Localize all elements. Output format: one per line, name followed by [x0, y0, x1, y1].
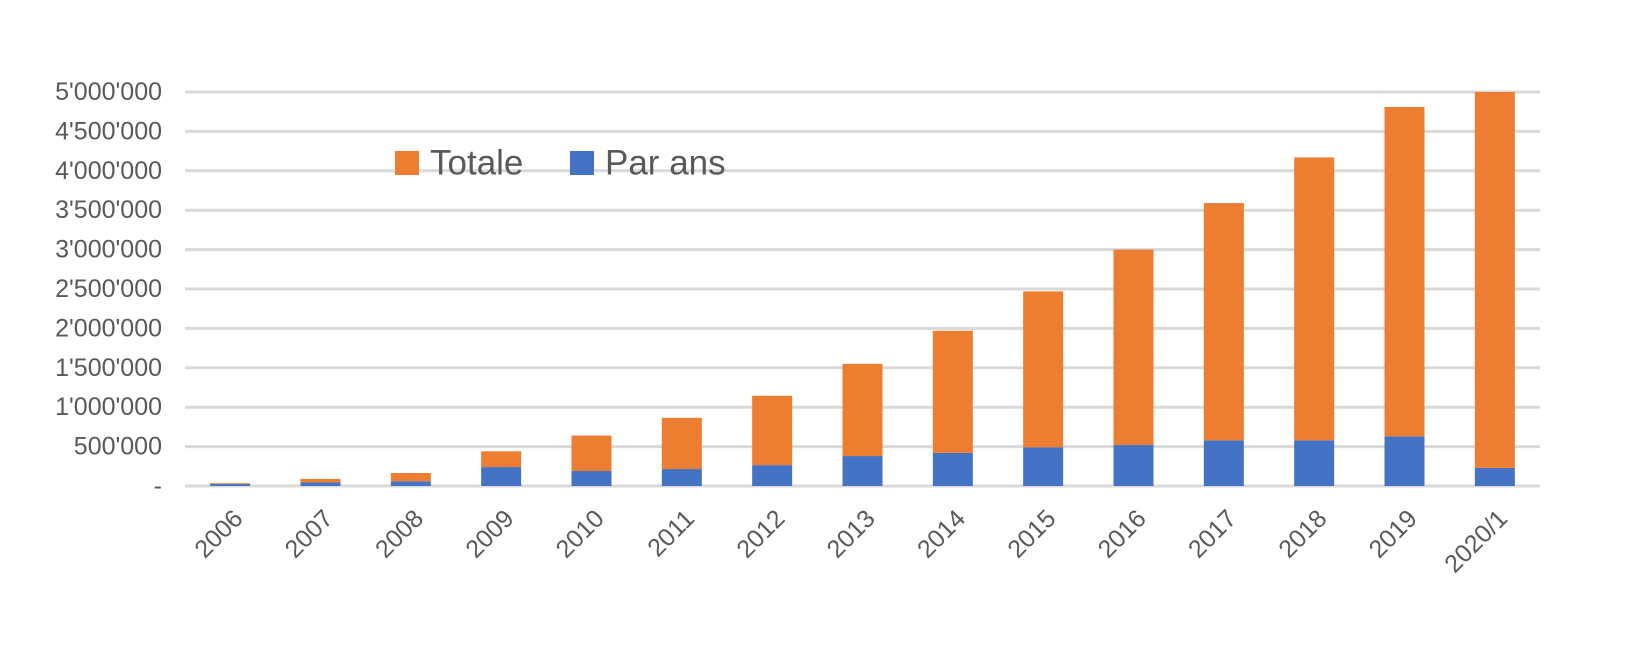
bar-totale-2007 [300, 478, 341, 483]
bar-par-ans-2013 [842, 456, 883, 486]
bar-par-ans-2007 [300, 482, 341, 486]
bar-totale-2008 [390, 472, 431, 482]
y-axis-labels: - 500'000 1'000'000 1'500'000 2'000'000 2'500… [55, 78, 162, 500]
y-tick-label: 4'000'000 [55, 157, 162, 185]
bar-totale-2014 [932, 330, 973, 453]
bar-totale-2013 [842, 363, 883, 457]
x-tick-label: 2009 [460, 504, 519, 563]
bar-totale-2018 [1294, 157, 1335, 441]
bar-par-ans-2020-1 [1474, 467, 1515, 486]
bar-par-ans-2011 [661, 469, 702, 486]
x-tick-label: 2014 [912, 504, 971, 563]
y-tick-label: 3'500'000 [55, 196, 162, 224]
y-tick-label: 500'000 [74, 433, 162, 461]
x-tick-label: 2012 [731, 504, 790, 563]
y-tick-label: 3'000'000 [55, 236, 162, 264]
bar-totale-2017 [1203, 203, 1244, 441]
x-tick-label: 2017 [1183, 504, 1242, 563]
bars [210, 92, 1515, 486]
bar-par-ans-2017 [1203, 440, 1244, 486]
bar-totale-2011 [661, 417, 702, 470]
y-tick-label: 2'000'000 [55, 314, 162, 342]
bar-totale-2016 [1113, 249, 1154, 446]
bar-totale-2012 [752, 395, 793, 466]
bar-par-ans-2019 [1384, 436, 1425, 486]
bar-totale-2015 [1023, 291, 1064, 448]
legend-swatch-par-ans [570, 151, 594, 175]
bar-par-ans-2009 [481, 467, 522, 486]
bar-par-ans-2018 [1294, 440, 1335, 486]
bar-par-ans-2006 [210, 484, 251, 486]
y-tick-label: 2'500'000 [55, 275, 162, 303]
bar-totale-2010 [571, 435, 612, 472]
bar-par-ans-2014 [932, 452, 973, 486]
legend-swatch-totale [395, 151, 419, 175]
grid-lines [185, 90, 1540, 488]
bar-par-ans-2015 [1023, 447, 1064, 486]
bar-totale-2019 [1384, 106, 1425, 437]
y-tick-label: 1'000'000 [55, 393, 162, 421]
x-tick-label: 2015 [1002, 504, 1061, 563]
y-tick-label: 5'000'000 [55, 78, 162, 106]
bar-totale-2009 [481, 451, 522, 468]
x-tick-label: 2008 [370, 504, 429, 563]
x-tick-label: 2016 [1093, 504, 1152, 563]
bar-par-ans-2010 [571, 471, 612, 486]
legend-label-par-ans: Par ans [605, 144, 726, 183]
legend: Totale Par ans [395, 144, 726, 183]
bar-totale-2020-1 [1474, 92, 1515, 468]
x-tick-label: 2020/1 [1439, 504, 1513, 578]
x-axis-labels: 2006 2007 2008 2009 2010 2011 2012 2013 2014 2015… [189, 504, 1513, 578]
y-tick-label: 4'500'000 [55, 117, 162, 145]
x-tick-label: 2019 [1364, 504, 1423, 563]
x-tick-label: 2018 [1273, 504, 1332, 563]
x-tick-label: 2011 [642, 504, 700, 562]
legend-label-totale: Totale [430, 144, 523, 183]
bar-par-ans-2012 [752, 465, 793, 486]
x-tick-label: 2007 [280, 504, 339, 563]
bar-par-ans-2016 [1113, 445, 1154, 486]
y-tick-label: - [154, 472, 162, 500]
x-tick-label: 2010 [551, 504, 610, 563]
bar-totale-2006 [210, 483, 251, 485]
bar-par-ans-2008 [390, 481, 431, 486]
x-tick-label: 2006 [189, 504, 248, 563]
x-tick-label: 2013 [822, 504, 881, 563]
y-tick-label: 1'500'000 [55, 354, 162, 382]
